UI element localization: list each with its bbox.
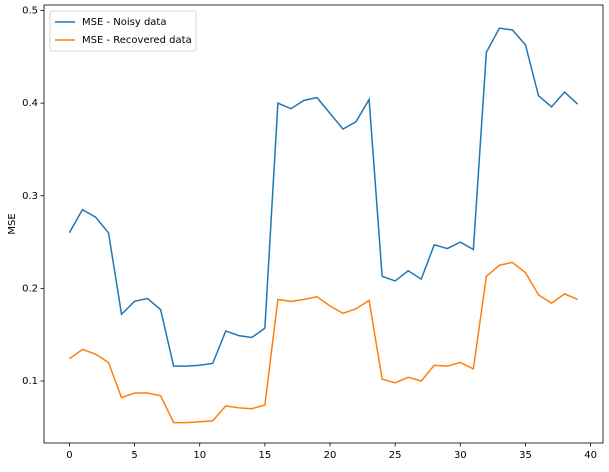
- legend-box: [49, 10, 197, 52]
- x-tick-label: 40: [584, 450, 597, 461]
- line: [68, 27, 579, 367]
- y-axis-label: MSE: [7, 213, 18, 234]
- x-tick-label: 15: [258, 450, 271, 461]
- x-tick-label: 25: [389, 450, 402, 461]
- y-tick-label: 0.2: [22, 283, 38, 294]
- x-tick-label: 5: [131, 450, 137, 461]
- x-tick-label: 20: [324, 450, 337, 461]
- y-tick-label: 0.4: [22, 98, 38, 109]
- legend-label: MSE - Noisy data: [82, 17, 166, 28]
- x-tick-label: 10: [193, 450, 206, 461]
- x-tick-label: 35: [519, 450, 532, 461]
- legend-label: MSE - Recovered data: [82, 35, 192, 46]
- y-tick-label: 0.3: [22, 191, 38, 202]
- x-tick-label: 30: [454, 450, 467, 461]
- plot-area: [43, 4, 604, 444]
- x-tick-label: 0: [66, 450, 72, 461]
- y-tick-label: 0.1: [22, 376, 38, 387]
- y-tick-label: 0.5: [22, 6, 38, 17]
- line: [68, 261, 578, 424]
